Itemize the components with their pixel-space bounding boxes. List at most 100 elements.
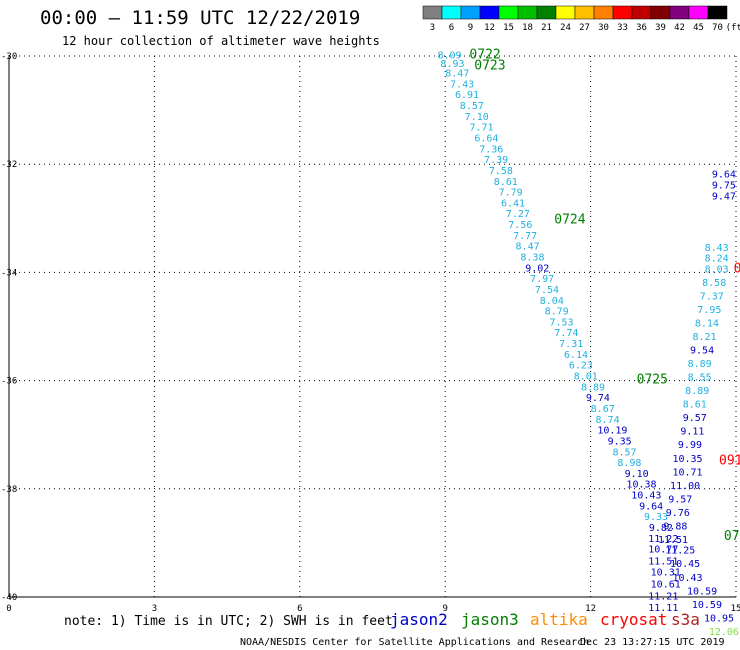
- swh-value-label: 7.77: [513, 231, 537, 242]
- x-tick-label: 15: [731, 604, 740, 614]
- swh-value-label: 8.58: [702, 278, 726, 289]
- swh-value-label: 8.74: [596, 415, 620, 426]
- swh-value-label: 10.77: [648, 545, 678, 556]
- y-tick-label: -30: [1, 52, 17, 62]
- swh-value-label: 10.59: [687, 586, 717, 597]
- swh-value-label: 7.39: [484, 155, 508, 166]
- swh-value-label: 8.89: [581, 382, 605, 393]
- legend-swatch: [517, 5, 538, 20]
- swh-value-label: 11.21: [648, 592, 678, 603]
- legend-label: 21: [541, 23, 552, 33]
- swh-value-label: 7.97: [530, 274, 554, 285]
- legend-swatch: [593, 5, 614, 20]
- swh-value-label: 7.53: [549, 317, 573, 328]
- legend-label: 18: [522, 23, 533, 33]
- satellite-label-s3a: s3a: [671, 610, 700, 629]
- swh-value-label: 8.55: [688, 373, 712, 384]
- satellite-label-altika: altika: [530, 610, 588, 629]
- legend-swatch: [631, 5, 652, 20]
- x-tick-label: 12: [585, 604, 596, 614]
- swh-value-label: 8.21: [692, 332, 716, 343]
- swh-value-label: 11.00: [670, 481, 700, 492]
- pass-time-label: 091: [719, 453, 740, 468]
- swh-value-label: 8.43: [705, 243, 729, 254]
- pass-time-label: 0: [734, 261, 740, 276]
- legend-label: 36: [636, 23, 647, 33]
- legend-swatch: [688, 5, 709, 20]
- footer-right: Dec 23 13:27:15 UTC 2019: [580, 637, 725, 648]
- swh-value-label: 9.11: [680, 427, 704, 438]
- legend-label: 12: [484, 23, 495, 33]
- legend-label: 6: [449, 23, 454, 33]
- x-tick-label: 6: [297, 604, 302, 614]
- legend-label: 33: [617, 23, 628, 33]
- swh-value-label: 9.64: [712, 170, 736, 181]
- swh-value-label: 9.02: [525, 263, 549, 274]
- swh-value-label: 7.54: [535, 285, 559, 296]
- swh-value-label: 11.25: [665, 546, 695, 557]
- y-tick-label: -36: [1, 377, 17, 387]
- legend-swatch: [441, 5, 462, 20]
- legend-swatch: [574, 5, 595, 20]
- swh-value-label: 7.27: [506, 209, 530, 220]
- swh-value-label: 7.71: [470, 123, 494, 134]
- axis-ticks: 0 3 6 9 12 15 -30 -32 -34 -36 -38 -40: [1, 52, 740, 614]
- swh-value-label: 10.45: [670, 559, 700, 570]
- swh-value-label: 7.58: [489, 166, 513, 177]
- legend-label: 3: [430, 23, 435, 33]
- legend-swatch: [612, 5, 633, 20]
- swh-value-label: 10.43: [672, 573, 702, 584]
- legend-label: 39: [655, 23, 666, 33]
- swh-value-label: 7.37: [700, 291, 724, 302]
- swh-value-label: 9.74: [586, 393, 610, 404]
- legend-swatch: [707, 5, 728, 20]
- swh-value-label: 10.59: [692, 600, 722, 611]
- footer-left: NOAA/NESDIS Center for Satellite Applica…: [240, 637, 589, 648]
- pass-time-label: 0725: [637, 372, 668, 387]
- legend-swatch: [536, 5, 557, 20]
- legend-label: 15: [503, 23, 514, 33]
- legend-label: 30: [598, 23, 609, 33]
- swh-value-label: 8.61: [683, 400, 707, 411]
- swh-value-label: 9.82: [649, 523, 673, 534]
- swh-value-label: 8.04: [540, 296, 564, 307]
- legend-label: 9: [468, 23, 473, 33]
- x-tick-label: 3: [152, 604, 157, 614]
- swh-value-label: 9.75: [712, 181, 736, 192]
- swh-value-label: 10.35: [672, 454, 702, 465]
- swh-value-label: 10.61: [651, 579, 681, 590]
- swh-value-label: 10.43: [631, 491, 661, 502]
- swh-value-label: 9.57: [683, 413, 707, 424]
- swh-value-label: 8.61: [494, 177, 518, 188]
- swh-value-label: 7.95: [697, 305, 721, 316]
- pass-time-label: 0723: [474, 59, 505, 74]
- swh-value-label: 8.14: [695, 319, 719, 330]
- swh-value-label: 7.56: [508, 220, 532, 231]
- swh-value-label: 8.57: [612, 447, 636, 458]
- data-labels: 8.098.938.477.436.918.577.107.716.647.36…: [438, 51, 739, 638]
- swh-value-label: 8.47: [516, 242, 540, 253]
- swh-value-label: 9.76: [666, 508, 690, 519]
- swh-value-label: 10.31: [651, 567, 681, 578]
- swh-value-label: 8.89: [688, 359, 712, 370]
- page-subtitle: 12 hour collection of altimeter wave hei…: [62, 34, 380, 48]
- satellite-label-jason3: jason3: [461, 610, 519, 629]
- legend-swatch: [650, 5, 671, 20]
- y-tick-label: -34: [1, 268, 17, 278]
- swh-value-label: 8.98: [617, 458, 641, 469]
- y-tick-label: -32: [1, 160, 17, 170]
- legend-swatch: [669, 5, 690, 20]
- swh-value-label: 10.71: [672, 467, 702, 478]
- legend-label: 42: [674, 23, 685, 33]
- swh-value-label: 8.47: [445, 69, 469, 80]
- swh-value-label: 6.23: [569, 361, 593, 372]
- swh-value-label: 8.03: [705, 264, 729, 275]
- swh-value-label: 7.10: [465, 112, 489, 123]
- legend-swatch: [460, 5, 481, 20]
- swh-value-label: 7.74: [554, 328, 578, 339]
- swh-value-label: 12.06: [709, 627, 739, 638]
- swh-value-label: 7.79: [499, 188, 523, 199]
